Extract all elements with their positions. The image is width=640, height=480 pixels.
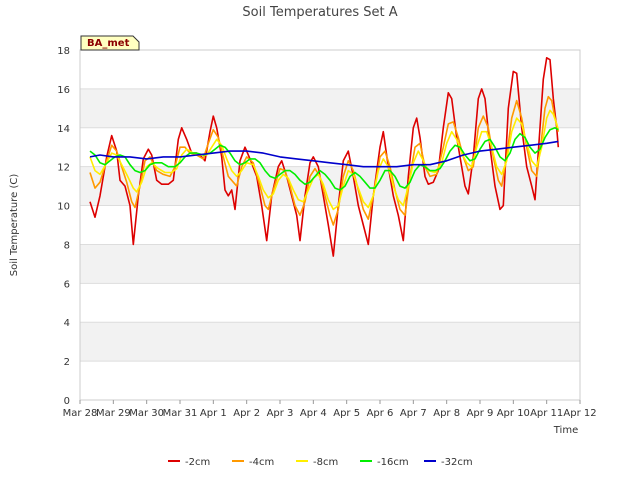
series-lines [89, 57, 560, 257]
legend-entry: -4cm [249, 457, 274, 468]
legend-entry: -8cm [313, 457, 338, 468]
x-tick-label: Apr 5 [333, 408, 360, 419]
x-tick-label: Apr 9 [467, 408, 494, 419]
legend: -2cm -4cm -8cm -16cm -32cm [168, 457, 473, 468]
grid-band [80, 322, 580, 362]
legend-entry: -16cm [377, 457, 409, 468]
series-line-8cmcm [89, 109, 560, 211]
x-tick-label: Apr 1 [200, 408, 227, 419]
chart-title: Soil Temperatures Set A [242, 5, 397, 20]
x-tick-label: Apr 6 [367, 408, 394, 419]
x-tick-label: Mar 31 [163, 408, 198, 419]
station-badge-box [80, 35, 140, 51]
plot-frame [79, 49, 581, 401]
station-badge-label: BA_met [87, 38, 130, 49]
series-line-16cmcm [89, 127, 559, 191]
y-tick-label: 6 [64, 279, 70, 290]
series-line-32cmcm [89, 140, 559, 168]
grid-bands [80, 88, 580, 362]
x-tick-label: Mar 30 [129, 408, 164, 419]
y-tick-label: 12 [57, 163, 70, 174]
x-tick-label: Mar 28 [63, 408, 98, 419]
grid-band [80, 244, 580, 284]
y-tick-label: 8 [64, 240, 70, 251]
y-axis-label: Soil Temperature (C) [9, 174, 20, 277]
x-axis-label: Time [553, 425, 578, 436]
grid-band [80, 88, 580, 128]
y-axis-ticks: 0 2 4 6 8 10 12 14 16 18 [57, 46, 70, 407]
y-tick-label: 14 [57, 124, 70, 135]
x-tick-label: Apr 3 [267, 408, 294, 419]
legend-entry: -2cm [185, 457, 210, 468]
y-tick-label: 0 [64, 396, 70, 407]
station-badge: BA_met [80, 35, 140, 51]
x-tick-label: Apr 2 [233, 408, 260, 419]
y-tick-label: 18 [57, 46, 70, 57]
y-tick-label: 10 [57, 202, 70, 213]
y-tick-label: 4 [64, 318, 70, 329]
y-tick-label: 2 [64, 357, 70, 368]
x-tick-label: Mar 29 [96, 408, 131, 419]
y-tick-label: 16 [57, 85, 70, 96]
x-tick-label: Apr 10 [497, 408, 530, 419]
x-tick-label: Apr 12 [563, 408, 596, 419]
x-tick-label: Apr 11 [530, 408, 563, 419]
x-tick-label: Apr 4 [300, 408, 327, 419]
x-tick-label: Apr 7 [400, 408, 427, 419]
legend-entry: -32cm [441, 457, 473, 468]
x-tick-label: Apr 8 [433, 408, 460, 419]
